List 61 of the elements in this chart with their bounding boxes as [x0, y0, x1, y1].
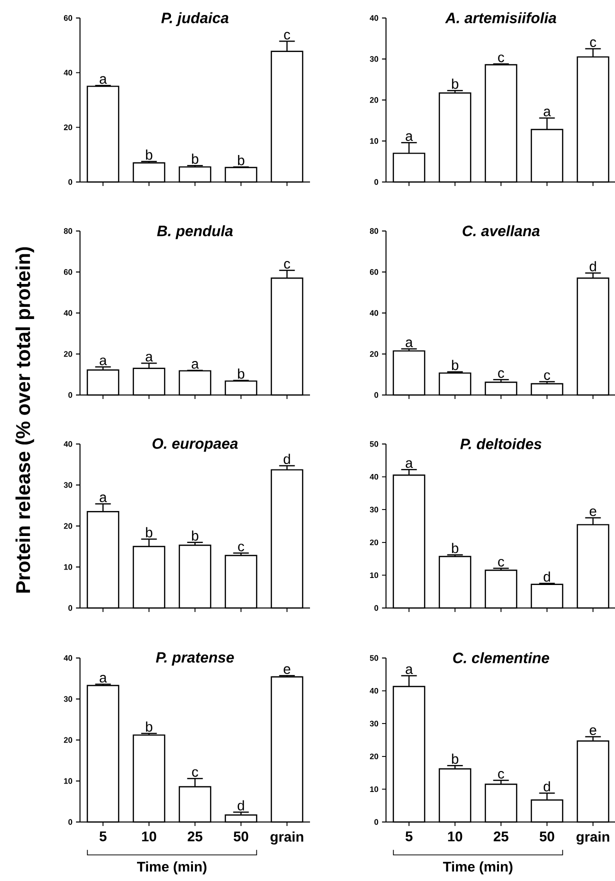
data-label: c	[498, 54, 504, 62]
x-axis-title: Time (min)	[443, 861, 512, 874]
data-label: b	[452, 754, 458, 764]
x-tick-label: 10	[142, 831, 156, 842]
data-label: a	[406, 666, 413, 674]
chart-title: P. deltoides	[460, 438, 542, 450]
x-tick-label: 5	[406, 832, 412, 842]
data-label: c	[284, 32, 290, 40]
data-label: c	[544, 372, 550, 380]
data-label: a	[100, 674, 107, 683]
data-label: a	[100, 494, 107, 502]
data-label: b	[452, 78, 458, 89]
chart-title: C. clementine	[453, 652, 550, 664]
data-label: b	[192, 530, 198, 541]
data-label: a	[100, 76, 107, 84]
x-tick-label: 25	[188, 831, 202, 842]
data-label: e	[590, 727, 596, 736]
x-tick-label: 5	[100, 832, 106, 842]
chart-title: A. artemisiifolia	[445, 12, 556, 24]
data-label: a	[146, 354, 153, 362]
chart-title: P. judaica	[161, 12, 228, 26]
data-label: b	[452, 360, 458, 370]
data-label: c	[590, 39, 596, 48]
chart-title: O. europaea	[152, 438, 238, 452]
data-label: a	[406, 133, 413, 141]
data-label: d	[544, 781, 550, 792]
data-label: c	[192, 769, 198, 777]
data-label: a	[192, 361, 199, 369]
x-tick-label: 10	[448, 831, 462, 842]
data-label: c	[498, 771, 504, 779]
data-label: b	[192, 154, 198, 164]
data-label: d	[544, 571, 550, 582]
x-tick-label: grain	[576, 831, 610, 845]
data-label: d	[284, 454, 290, 464]
x-axis-title: Time (min)	[137, 861, 206, 874]
y-axis-title: Protein release (% over total protein)	[16, 247, 34, 593]
data-label: b	[452, 542, 458, 554]
data-label: a	[100, 358, 107, 366]
chart-title: B. pendula	[157, 225, 233, 240]
data-label: c	[498, 370, 504, 378]
data-label: b	[146, 722, 152, 732]
data-label: b	[146, 527, 152, 538]
data-label: a	[406, 340, 413, 348]
x-tick-label: 25	[494, 831, 508, 842]
data-label: b	[238, 368, 244, 379]
chart-title: C. avellana	[462, 225, 540, 236]
data-label: a	[406, 460, 413, 468]
data-label: b	[238, 155, 244, 166]
data-label: c	[238, 544, 244, 552]
x-tick-label: 50	[540, 831, 554, 842]
data-label: d	[238, 800, 244, 810]
data-label: d	[590, 261, 596, 272]
data-label: e	[284, 666, 290, 674]
data-label: c	[284, 261, 290, 269]
x-tick-label: 50	[234, 831, 248, 842]
data-label: e	[590, 508, 596, 516]
chart-title: P. pratense	[156, 652, 234, 666]
x-tick-label: grain	[270, 831, 304, 845]
data-label: a	[544, 108, 551, 116]
data-label: b	[146, 150, 152, 160]
data-label: c	[498, 558, 504, 567]
